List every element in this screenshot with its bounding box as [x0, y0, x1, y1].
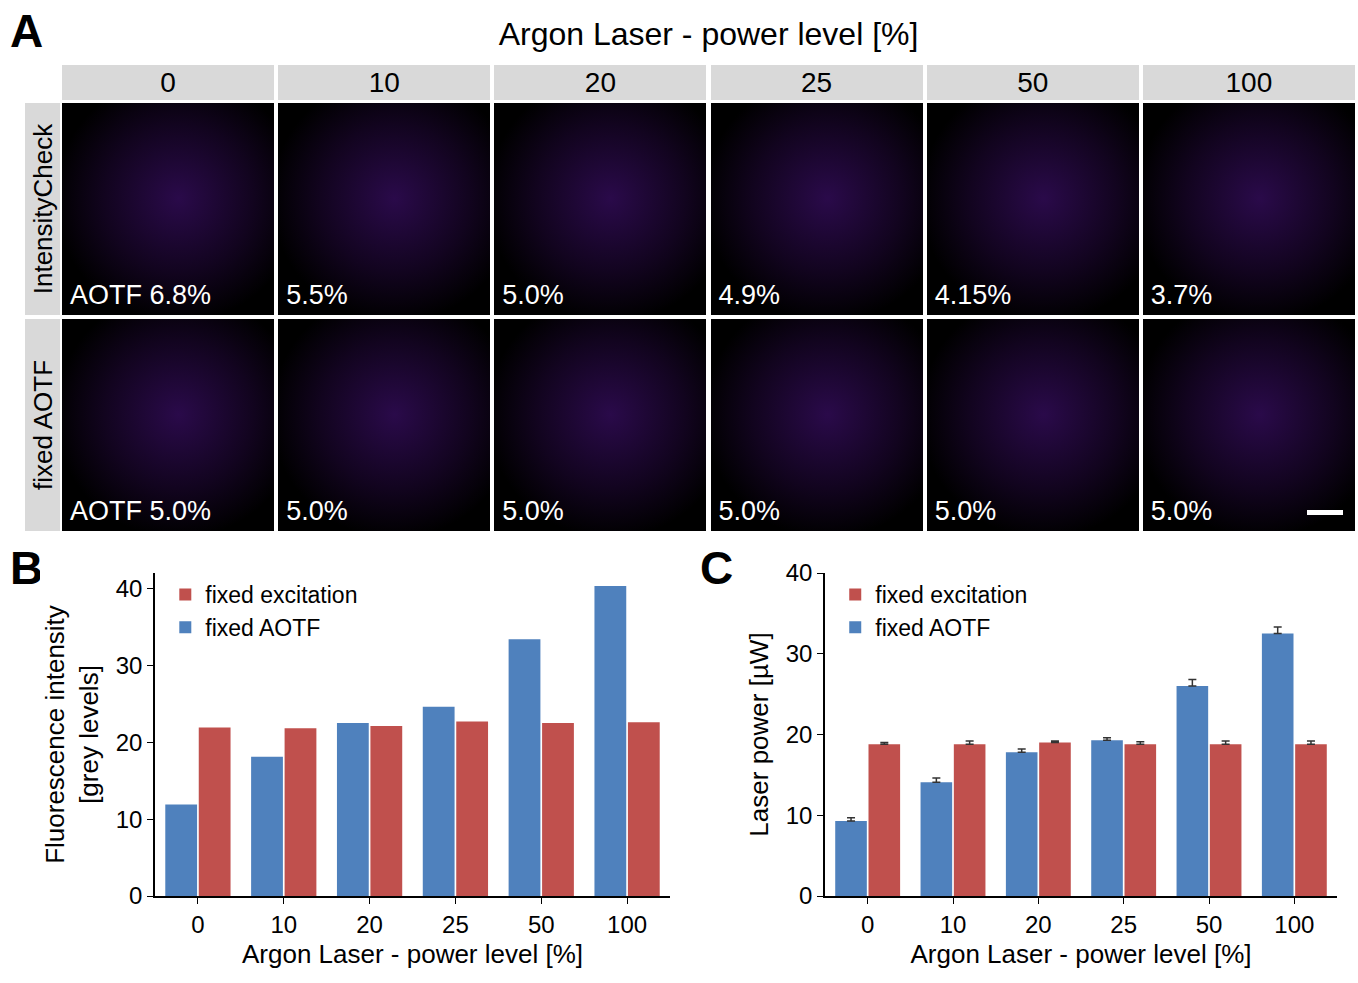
html-text:A: A — [10, 5, 44, 57]
svg-text:0: 0 — [861, 911, 874, 938]
svg-text:10: 10 — [116, 806, 143, 833]
svg-text:20: 20 — [1025, 911, 1052, 938]
svg-text:Argon Laser - power level [%]: Argon Laser - power level [%] — [242, 939, 583, 969]
svg-text:Argon Laser - power level [%]: Argon Laser - power level [%] — [910, 939, 1251, 969]
svg-text:30: 30 — [786, 640, 813, 667]
svg-text:20: 20 — [356, 911, 383, 938]
svg-text:20: 20 — [116, 729, 143, 756]
svg-text:fixed excitation: fixed excitation — [875, 582, 1027, 608]
svg-text:0: 0 — [191, 911, 204, 938]
html-text:10: 10 — [368, 67, 400, 98]
html-text:Argon Laser - power level [%]: Argon Laser - power level [%] — [498, 16, 919, 52]
svg-text:0: 0 — [799, 882, 812, 909]
svg-text:fixed AOTF: fixed AOTF — [875, 615, 990, 641]
svg-text:fixed excitation: fixed excitation — [205, 582, 357, 608]
svg-text:40: 40 — [786, 559, 813, 586]
html-text:AOTF 5.0%: AOTF 5.0% — [70, 496, 211, 526]
html-text:3.7%: 3.7% — [1150, 280, 1213, 310]
html-text:5.0%: 5.0% — [718, 496, 780, 526]
svg-text:10: 10 — [786, 802, 813, 829]
svg-text:25: 25 — [442, 911, 469, 938]
svg-text:100: 100 — [1274, 911, 1314, 938]
html-text:4.15%: 4.15% — [934, 280, 1012, 310]
svg-text:50: 50 — [528, 911, 555, 938]
html-text:B: B — [10, 542, 44, 594]
svg-text:20: 20 — [786, 721, 813, 748]
html-text:5.0%: 5.0% — [502, 496, 564, 526]
svg-text:0: 0 — [129, 882, 142, 909]
svg-text:100: 100 — [607, 911, 647, 938]
html-text:0: 0 — [160, 67, 176, 98]
html-text:5.0%: 5.0% — [934, 496, 997, 526]
html-text:25: 25 — [801, 67, 833, 98]
html-text:50: 50 — [1017, 67, 1049, 98]
html-text:100: 100 — [1225, 67, 1273, 98]
html-text:IntensityCheck: IntensityCheck — [27, 123, 57, 295]
svg-text:Fluorescence intensity[grey le: Fluorescence intensity[grey levels] — [40, 605, 104, 864]
html-text:4.9%: 4.9% — [718, 280, 780, 310]
html-text:5.5%: 5.5% — [286, 280, 348, 310]
html-text:5.0%: 5.0% — [502, 280, 564, 310]
html-text:AOTF 6.8%: AOTF 6.8% — [70, 280, 211, 310]
html-text:fixed AOTF: fixed AOTF — [27, 360, 57, 490]
html-text:5.0%: 5.0% — [1150, 496, 1213, 526]
svg-text:10: 10 — [940, 911, 967, 938]
html-text:20: 20 — [584, 67, 616, 98]
svg-text:50: 50 — [1196, 911, 1223, 938]
html-text:C: C — [700, 542, 734, 594]
svg-text:25: 25 — [1110, 911, 1137, 938]
svg-text:30: 30 — [116, 652, 143, 679]
svg-text:40: 40 — [116, 575, 143, 602]
svg-text:10: 10 — [270, 911, 297, 938]
svg-text:fixed AOTF: fixed AOTF — [205, 615, 320, 641]
svg-text:Laser power [µW]: Laser power [µW] — [744, 632, 774, 836]
html-text:5.0%: 5.0% — [286, 496, 348, 526]
